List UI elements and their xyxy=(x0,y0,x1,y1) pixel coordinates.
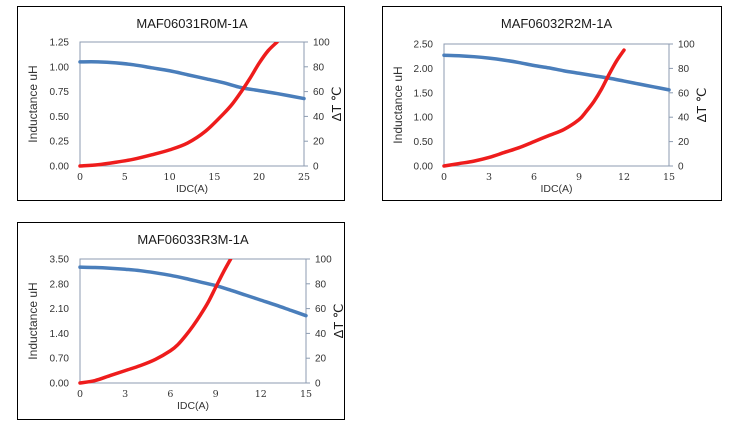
y-tick-label: 1.25 xyxy=(50,38,70,49)
y2-tick-label: 20 xyxy=(678,137,690,148)
chart-title: MAF06032R2M-1A xyxy=(501,16,613,31)
x-axis-label: IDC(A) xyxy=(177,400,209,412)
x-tick-label: 15 xyxy=(300,389,312,400)
y-tick-label: 0.25 xyxy=(50,137,70,148)
temperature-rise-line xyxy=(442,48,626,168)
x-tick-label: 10 xyxy=(164,172,176,183)
y-axis-label: Inductance uH xyxy=(391,66,405,143)
y2-tick-label: 100 xyxy=(678,40,695,51)
chart-panel-1: MAF06031R0M-1A 0.00 0.25 0.50 0.75 1.00 1.25 0 2… xyxy=(17,6,345,201)
y-axis-label: Inductance uH xyxy=(26,65,40,142)
inductance-line xyxy=(78,265,308,318)
plot-area-frame xyxy=(79,258,307,384)
chart-2: MAF06032R2M-1A 0.00 0.50 1.00 1.50 2.00 2.50 0 2… xyxy=(391,16,709,195)
x-tick-label: 3 xyxy=(122,389,128,400)
x-tick-label: 0 xyxy=(77,172,83,183)
y2-tick-label: 80 xyxy=(315,279,327,290)
y2-tick-label: 40 xyxy=(313,112,325,123)
x-tick-label: 20 xyxy=(253,172,265,183)
y-tick-label: 0.00 xyxy=(414,162,434,173)
x-tick-label: 15 xyxy=(208,172,220,183)
y2-tick-label: 100 xyxy=(313,38,330,49)
y2-tick-label: 60 xyxy=(315,304,327,315)
y-tick-label: 2.10 xyxy=(50,304,70,315)
chart-panel-3: MAF06033R3M-1A 0.00 0.70 1.40 2.10 2.80 3.50 0 2… xyxy=(17,222,345,420)
y2-axis-label: ΔT ℃ xyxy=(694,88,709,123)
x-axis-label: IDC(A) xyxy=(540,183,572,195)
x-tick-label: 12 xyxy=(618,172,630,183)
y-tick-label: 1.00 xyxy=(414,113,434,124)
y-tick-label: 0.50 xyxy=(414,137,434,148)
chart-panel-2: MAF06032R2M-1A 0.00 0.50 1.00 1.50 2.00 2.50 0 2… xyxy=(382,6,722,201)
y2-tick-label: 40 xyxy=(315,329,327,340)
plot-area-frame xyxy=(79,41,305,167)
y-tick-label: 2.50 xyxy=(414,40,434,51)
y2-tick-label: 60 xyxy=(313,87,325,98)
y2-tick-label: 20 xyxy=(315,354,327,365)
y-tick-label: 0.00 xyxy=(50,379,70,390)
x-tick-label: 6 xyxy=(531,172,537,183)
y-tick-label: 0.50 xyxy=(50,112,70,123)
x-tick-label: 6 xyxy=(167,389,173,400)
x-tick-label: 25 xyxy=(298,172,310,183)
chart-title: MAF06033R3M-1A xyxy=(137,232,249,247)
inductance-line xyxy=(78,60,306,101)
y-tick-label: 0.00 xyxy=(50,162,70,173)
y-tick-label: 1.40 xyxy=(50,329,70,340)
y-tick-label: 2.80 xyxy=(50,279,70,290)
x-tick-label: 9 xyxy=(576,172,582,183)
x-axis-label: IDC(A) xyxy=(176,183,208,195)
y-tick-label: 0.70 xyxy=(50,354,70,365)
chart-1: MAF06031R0M-1A0.000.250.500.751.001.2502… xyxy=(26,16,344,195)
temperature-rise-line xyxy=(78,42,279,168)
x-tick-label: 5 xyxy=(122,172,128,183)
x-tick-label: 0 xyxy=(77,389,83,400)
y2-axis-label: ΔT ℃ xyxy=(331,304,344,339)
chart-title: MAF06031R0M-1A xyxy=(136,16,248,31)
y2-tick-label: 0 xyxy=(315,379,321,390)
y2-tick-label: 60 xyxy=(678,88,690,99)
x-tick-label: 15 xyxy=(663,172,675,183)
y-tick-label: 1.50 xyxy=(414,88,434,99)
x-tick-label: 0 xyxy=(441,172,447,183)
y2-tick-label: 20 xyxy=(313,137,325,148)
x-tick-label: 12 xyxy=(255,389,267,400)
inductance-line xyxy=(442,53,671,92)
y2-tick-label: 80 xyxy=(678,64,690,75)
plot-area-frame xyxy=(443,43,670,167)
y-axis-label: Inductance uH xyxy=(26,282,40,359)
chart-3: MAF06033R3M-1A 0.00 0.70 1.40 2.10 2.80 3.50 0 2… xyxy=(26,232,344,412)
y2-tick-label: 0 xyxy=(313,162,319,173)
y-tick-label: 1.00 xyxy=(50,62,70,73)
y2-axis-label: ΔT ℃ xyxy=(329,87,344,122)
y-tick-label: 0.75 xyxy=(50,87,70,98)
y-tick-label: 3.50 xyxy=(50,255,70,266)
y2-tick-label: 100 xyxy=(315,255,332,266)
x-tick-label: 9 xyxy=(213,389,219,400)
temperature-rise-line xyxy=(78,259,233,385)
y-tick-label: 2.00 xyxy=(414,64,434,75)
y2-tick-label: 40 xyxy=(678,113,690,124)
y2-tick-label: 80 xyxy=(313,62,325,73)
x-tick-label: 3 xyxy=(486,172,492,183)
y2-tick-label: 0 xyxy=(678,162,684,173)
